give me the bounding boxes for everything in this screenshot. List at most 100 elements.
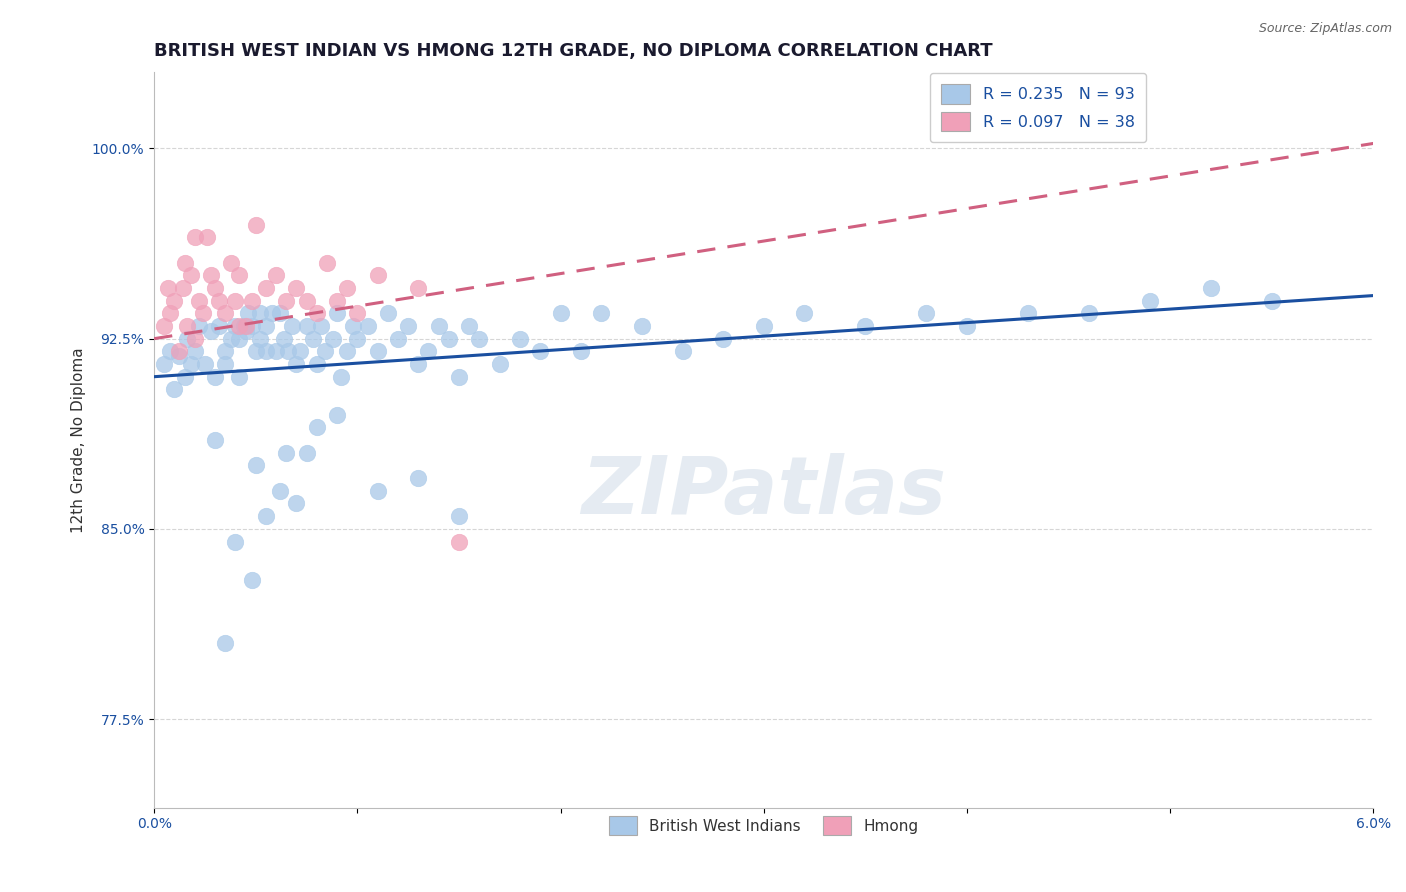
Point [187,318,209,333]
Point [228,268,250,283]
Point [214,636,236,650]
Point [387,332,409,346]
Point [711,332,734,346]
Point [408,471,430,485]
Point [240,573,263,587]
Point [159,306,181,320]
Point [569,344,592,359]
Point [163,293,186,308]
Point [204,281,226,295]
Point [305,306,328,320]
Point [285,496,308,510]
Point [326,293,349,308]
Point [269,483,291,498]
Point [167,350,190,364]
Point [254,509,277,524]
Point [264,268,287,283]
Point [468,332,491,346]
Point [458,318,481,333]
Point [336,344,359,359]
Point [153,357,176,371]
Point [191,306,214,320]
Point [752,318,775,333]
Point [1261,293,1284,308]
Point [254,318,277,333]
Point [418,344,440,359]
Point [1199,281,1222,295]
Point [855,318,877,333]
Point [488,357,510,371]
Point [314,344,336,359]
Point [240,293,263,308]
Point [356,318,378,333]
Point [408,281,430,295]
Point [447,369,470,384]
Point [437,332,460,346]
Point [228,332,250,346]
Text: Source: ZipAtlas.com: Source: ZipAtlas.com [1258,22,1392,36]
Point [367,268,389,283]
Point [245,458,267,473]
Point [377,306,399,320]
Point [295,318,318,333]
Point [509,332,531,346]
Point [163,383,186,397]
Point [153,318,176,333]
Point [184,332,207,346]
Point [305,357,328,371]
Point [1017,306,1039,320]
Point [915,306,938,320]
Point [315,255,337,269]
Point [228,369,250,384]
Text: ZIPatlas: ZIPatlas [581,452,946,531]
Point [180,357,202,371]
Point [277,344,299,359]
Point [427,318,450,333]
Point [529,344,551,359]
Point [295,446,318,460]
Point [326,306,349,320]
Point [793,306,815,320]
Point [200,268,222,283]
Point [235,318,257,333]
Point [221,332,243,346]
Point [214,344,236,359]
Point [330,369,353,384]
Point [176,332,198,346]
Point [176,318,198,333]
Point [276,293,298,308]
Point [173,255,195,269]
Point [273,332,295,346]
Point [204,369,226,384]
Point [671,344,693,359]
Point [305,420,328,434]
Point [228,318,250,333]
Point [326,408,349,422]
Point [367,483,389,498]
Point [214,357,236,371]
Point [214,306,236,320]
Point [447,509,470,524]
Point [1139,293,1161,308]
Point [249,332,271,346]
Point [254,281,277,295]
Point [367,344,389,359]
Point [157,281,180,295]
Point [224,293,246,308]
Point [224,318,246,333]
Point [295,293,318,308]
Point [167,344,190,359]
Point [631,318,654,333]
Point [346,332,368,346]
Point [322,332,344,346]
Point [309,318,332,333]
Point [184,344,207,359]
Point [336,281,359,295]
Point [232,318,254,333]
Point [236,306,259,320]
Point [285,357,308,371]
Point [208,293,231,308]
Point [260,306,283,320]
Y-axis label: 12th Grade, No Diploma: 12th Grade, No Diploma [72,347,86,533]
Point [221,255,243,269]
